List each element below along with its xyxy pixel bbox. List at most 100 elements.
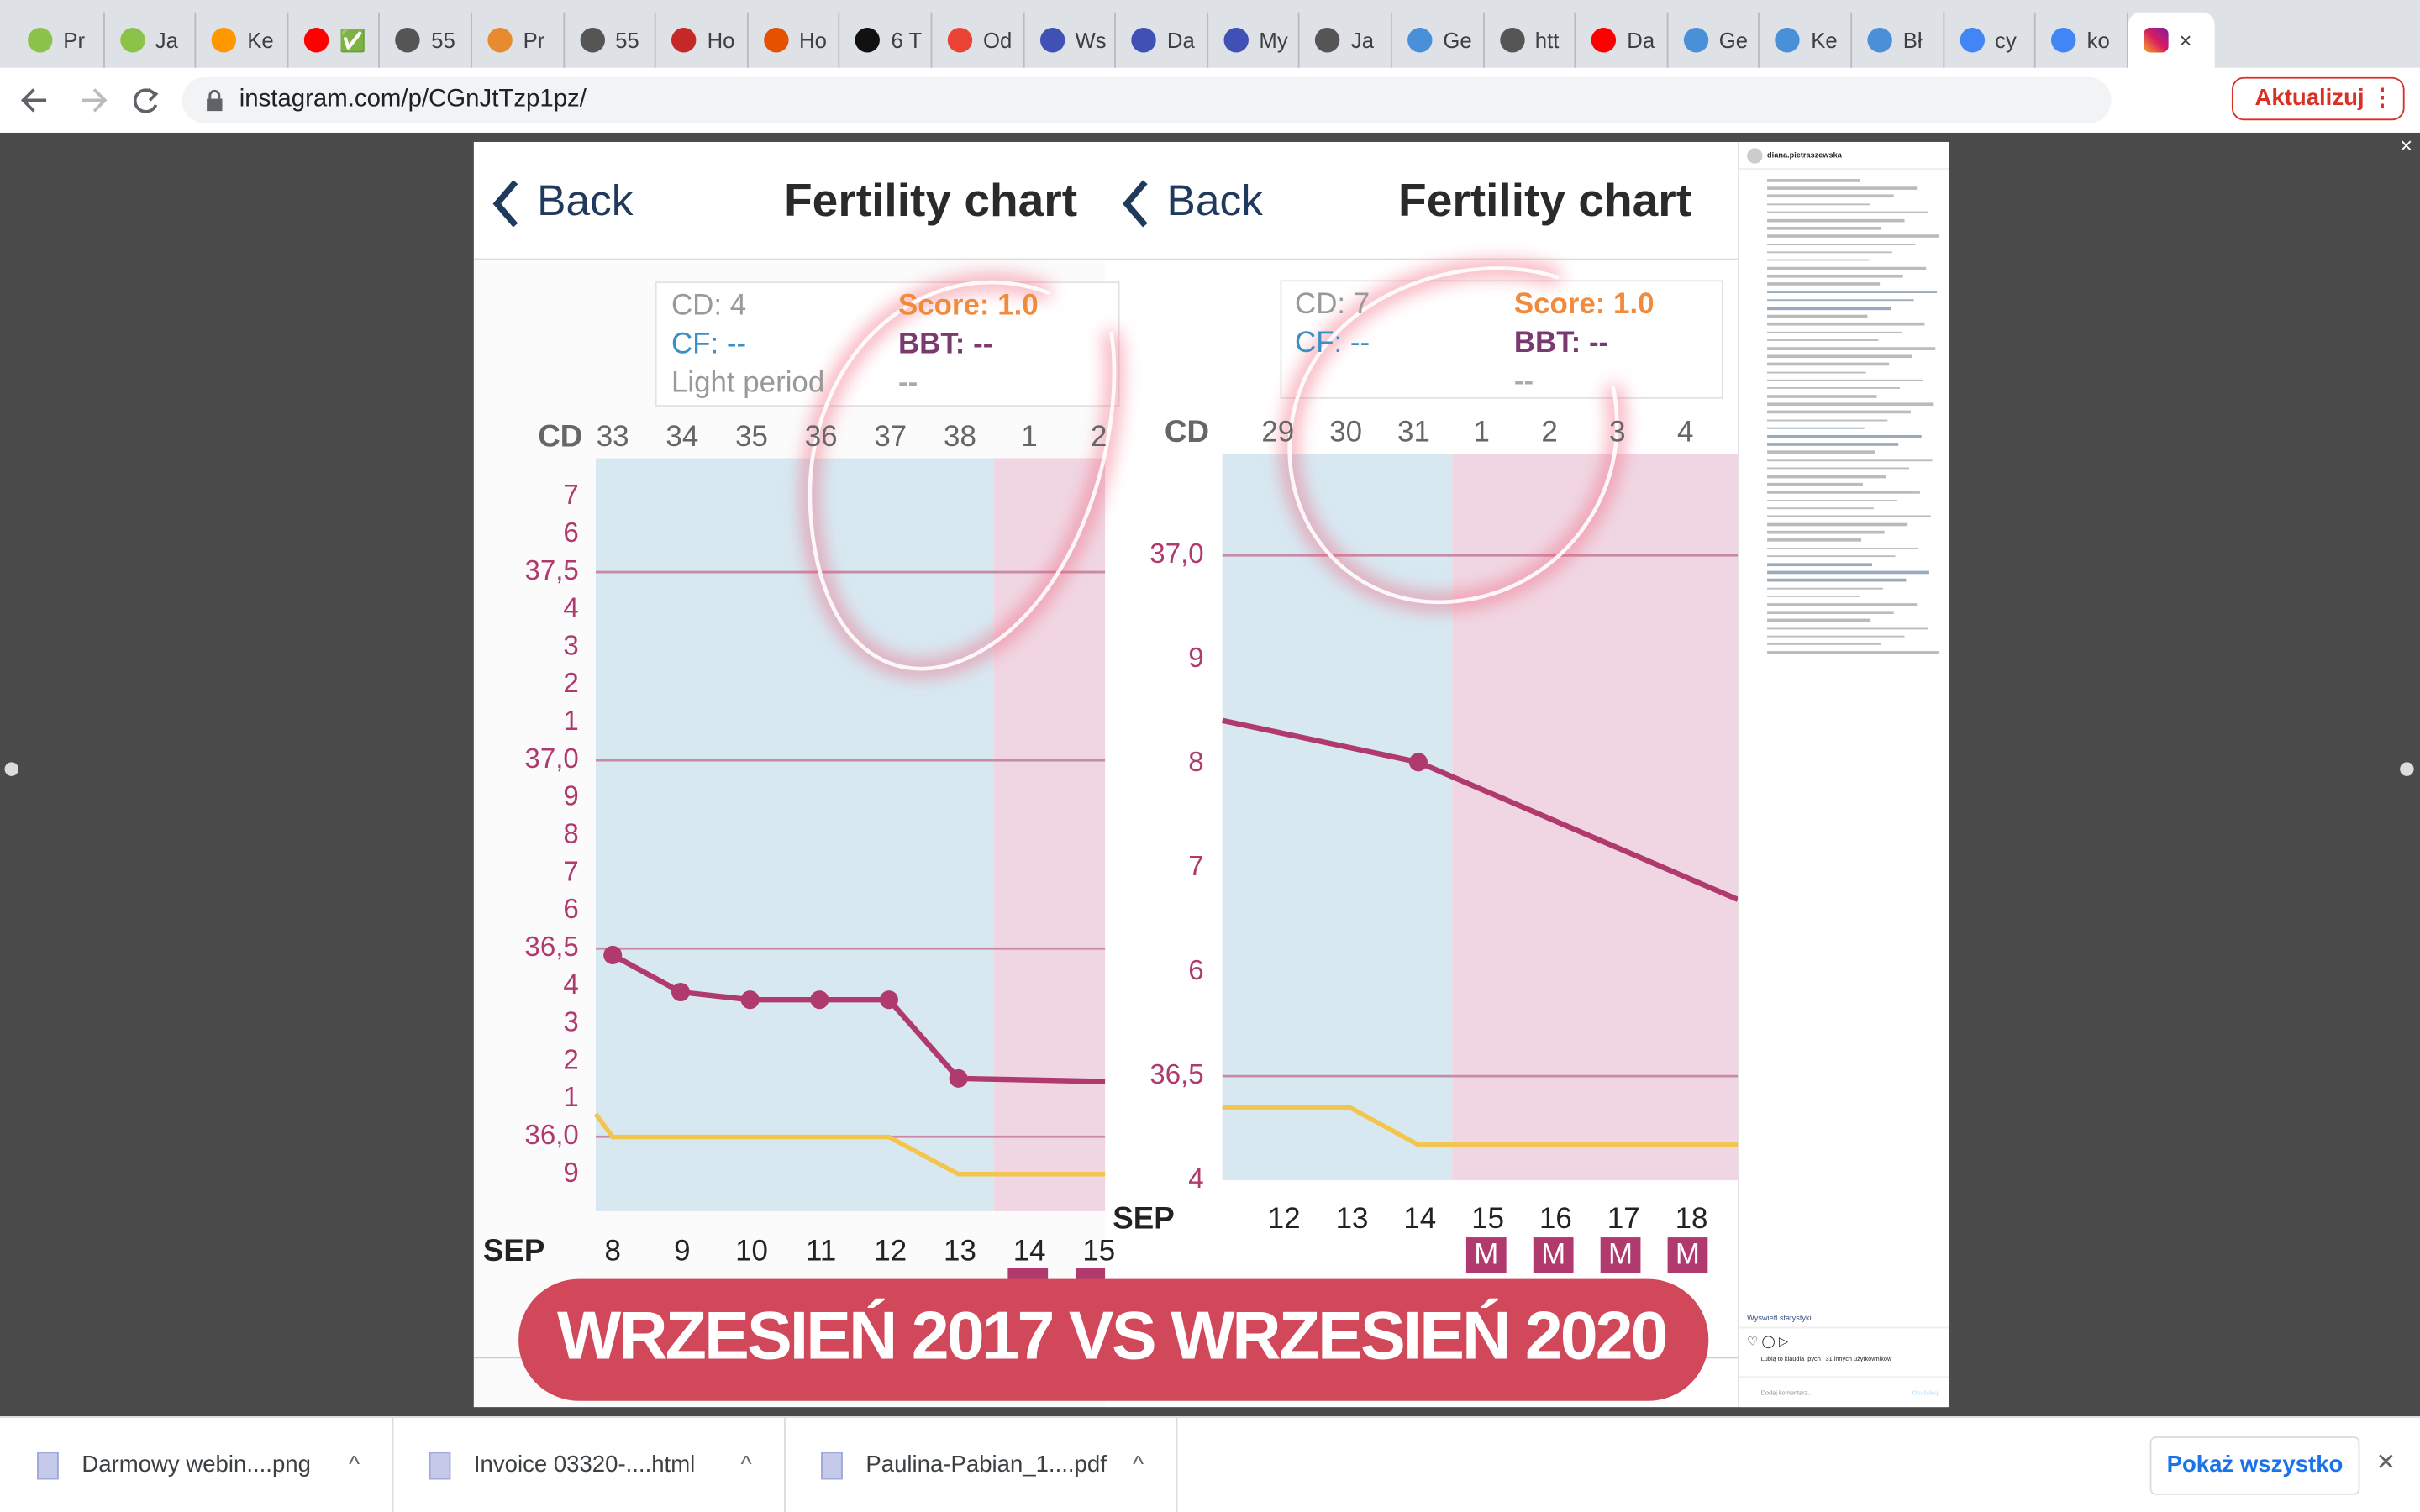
- cycle-day: 33: [597, 420, 629, 453]
- file-name: Paulina-Pabian_1....pdf: [865, 1452, 1107, 1478]
- post-actions[interactable]: ♡ ◯ ▷: [1747, 1334, 1789, 1349]
- cycle-day: 37: [874, 420, 907, 453]
- text-line: [1767, 386, 1901, 390]
- tab[interactable]: ko: [2036, 12, 2128, 68]
- next-post[interactable]: [2400, 762, 2414, 776]
- cycle-day: 30: [1329, 415, 1362, 448]
- info-text: CD: 7: [1295, 287, 1370, 320]
- tab[interactable]: Ge: [1668, 12, 1760, 68]
- text-line: [1767, 586, 1883, 590]
- period-marker: [1465, 1237, 1507, 1273]
- tab-icon: [2051, 28, 2076, 53]
- download-item[interactable]: Paulina-Pabian_1....pdf ^: [784, 1417, 1178, 1512]
- y-label: 7: [1188, 851, 1203, 882]
- url-field[interactable]: instagram.com/p/CGnJtTzp1pz/: [182, 76, 2112, 123]
- cycle-day: 38: [944, 420, 976, 453]
- tab[interactable]: ✅: [288, 12, 381, 68]
- publish-button[interactable]: Opublikuj: [1912, 1389, 1939, 1397]
- marker-label: M: [1676, 1237, 1700, 1270]
- month-label: SEP: [483, 1233, 544, 1268]
- y-label: 37,0: [524, 743, 578, 774]
- close-downloads[interactable]: ×: [2376, 1446, 2396, 1480]
- tab[interactable]: Bł: [1852, 12, 1944, 68]
- tab[interactable]: My: [1208, 12, 1301, 68]
- text-line: [1767, 402, 1934, 406]
- tab[interactable]: Ja: [1300, 12, 1392, 68]
- text-line: [1767, 411, 1911, 414]
- tab[interactable]: Od: [932, 12, 1024, 68]
- text-line: [1767, 467, 1910, 470]
- text-line: [1767, 363, 1890, 366]
- tab[interactable]: 55: [564, 12, 656, 68]
- info-text: Light period: [671, 366, 824, 399]
- y-label: 3: [563, 1007, 578, 1038]
- text-line: [1767, 491, 1920, 494]
- show-all-button[interactable]: Pokaż wszystko: [2149, 1436, 2360, 1495]
- tab-title: ko: [2086, 28, 2110, 53]
- tab-icon: [28, 28, 53, 53]
- tab[interactable]: Ja: [104, 12, 197, 68]
- tab[interactable]: Da: [1576, 12, 1669, 68]
- tab[interactable]: htt: [1484, 12, 1576, 68]
- date-label: 9: [674, 1235, 690, 1268]
- prev-post[interactable]: [4, 762, 19, 776]
- tab[interactable]: Ws: [1024, 12, 1117, 68]
- tab-title: Pr: [63, 28, 86, 53]
- chevron: ^: [349, 1452, 360, 1478]
- text-line: [1767, 427, 1865, 430]
- tab-icon: [2144, 28, 2169, 53]
- tab[interactable]: 55: [381, 12, 473, 68]
- text-line: [1767, 331, 1902, 334]
- text-line: [1767, 603, 1918, 606]
- tab[interactable]: Ke: [1760, 12, 1853, 68]
- stats-link[interactable]: Wyświetl statystyki: [1747, 1314, 1812, 1324]
- download-item[interactable]: Darmowy webin....png ^: [0, 1417, 394, 1512]
- tab[interactable]: Ke: [197, 12, 289, 68]
- y-label: 3: [563, 630, 578, 661]
- y-label: 37,5: [524, 555, 578, 586]
- cycle-day: 1: [1474, 415, 1490, 448]
- post-image: Back Fertility chart CD: 4 CF: -- Light peri…: [473, 141, 1739, 1408]
- text-line: [1767, 595, 1860, 598]
- update-button[interactable]: Aktualizuj ⋮: [2231, 76, 2405, 121]
- text-line: [1767, 243, 1916, 246]
- text-line: [1767, 475, 1886, 478]
- tab-icon: [579, 28, 605, 53]
- comment-input[interactable]: Dodaj komentarz...: [1760, 1389, 1813, 1397]
- tab[interactable]: Ho: [748, 12, 840, 68]
- banner-text: WRZESIEŃ 2017 VS WRZESIEŃ 2020: [557, 1297, 1668, 1373]
- panel-title: Fertility chart: [784, 174, 1077, 226]
- username[interactable]: diana.pietraszewska: [1767, 151, 1842, 161]
- date-label: 12: [1268, 1202, 1301, 1235]
- tab[interactable]: Pr: [13, 12, 105, 68]
- tab[interactable]: Pr: [472, 12, 565, 68]
- tab-icon: [671, 28, 697, 53]
- tab-title: 55: [615, 28, 639, 53]
- text-line: [1767, 547, 1919, 550]
- text-line: [1767, 459, 1933, 462]
- likes[interactable]: Lubią to klaudia_pych i 31 innych użytko…: [1760, 1354, 1892, 1362]
- close-modal[interactable]: ×: [2400, 132, 2413, 158]
- tab-icon: [947, 28, 973, 53]
- tab[interactable]: Da: [1116, 12, 1208, 68]
- text-line: [1767, 347, 1936, 350]
- nav-buttons[interactable]: [0, 68, 170, 133]
- tab[interactable]: cy: [1944, 12, 2036, 68]
- date-label: 8: [604, 1235, 620, 1268]
- tab[interactable]: Ge: [1392, 12, 1485, 68]
- tab-icon: [1315, 28, 1341, 53]
- tab-title: Pr: [523, 28, 545, 53]
- tab-title: Ho: [707, 28, 735, 53]
- tab[interactable]: Ho: [656, 12, 749, 68]
- tab[interactable]: 6 T: [840, 12, 933, 68]
- y-label: 36,5: [1150, 1059, 1203, 1090]
- tab-icon: [1683, 28, 1708, 53]
- update-label: Aktualizuj: [2254, 85, 2365, 112]
- active-tab[interactable]: ×: [2128, 12, 2215, 68]
- date-label: 14: [1403, 1202, 1436, 1235]
- tab-title: 6 T: [891, 28, 923, 53]
- y-label: 8: [1188, 747, 1203, 778]
- tab-icon: [1131, 28, 1157, 53]
- info-text: Score: 1.0: [1514, 287, 1655, 320]
- download-item[interactable]: Invoice 03320-....html ^: [392, 1417, 786, 1512]
